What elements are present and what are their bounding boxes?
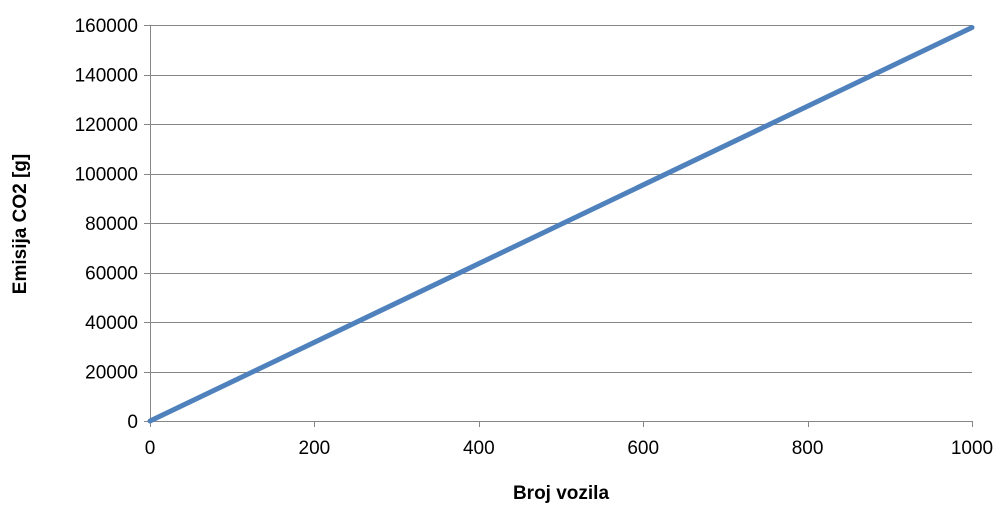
series-layer (147, 25, 975, 424)
x-tick-label-2: 400 (463, 438, 495, 459)
y-tick-label-8: 160000 (75, 16, 138, 37)
y-tick-label-0: 0 (127, 412, 138, 433)
x-tick-label-0: 0 (145, 438, 156, 459)
y-tick-label-5: 100000 (75, 165, 138, 186)
y-tick-label-6: 120000 (75, 115, 138, 136)
y-tick-label-3: 60000 (85, 264, 138, 285)
x-tick-label-4: 800 (792, 438, 824, 459)
x-tick-label-1: 200 (299, 438, 331, 459)
y-tick-label-4: 80000 (85, 214, 138, 235)
gridlines (150, 25, 972, 373)
y-tick-label-1: 20000 (85, 363, 138, 384)
x-tick-label-5: 1000 (951, 438, 993, 459)
axes (144, 25, 973, 427)
x-axis-title: Broj vozila (513, 483, 610, 504)
x-tick-label-3: 600 (627, 438, 659, 459)
y-tick-label-7: 140000 (75, 66, 138, 87)
y-tick-label-2: 40000 (85, 313, 138, 334)
series-line-0 (147, 25, 975, 424)
y-axis-title: Emisija CO2 [g] (10, 154, 31, 294)
tick-labels: 0 20000 40000 60000 80000 100000 120000 140000 1… (75, 16, 994, 459)
